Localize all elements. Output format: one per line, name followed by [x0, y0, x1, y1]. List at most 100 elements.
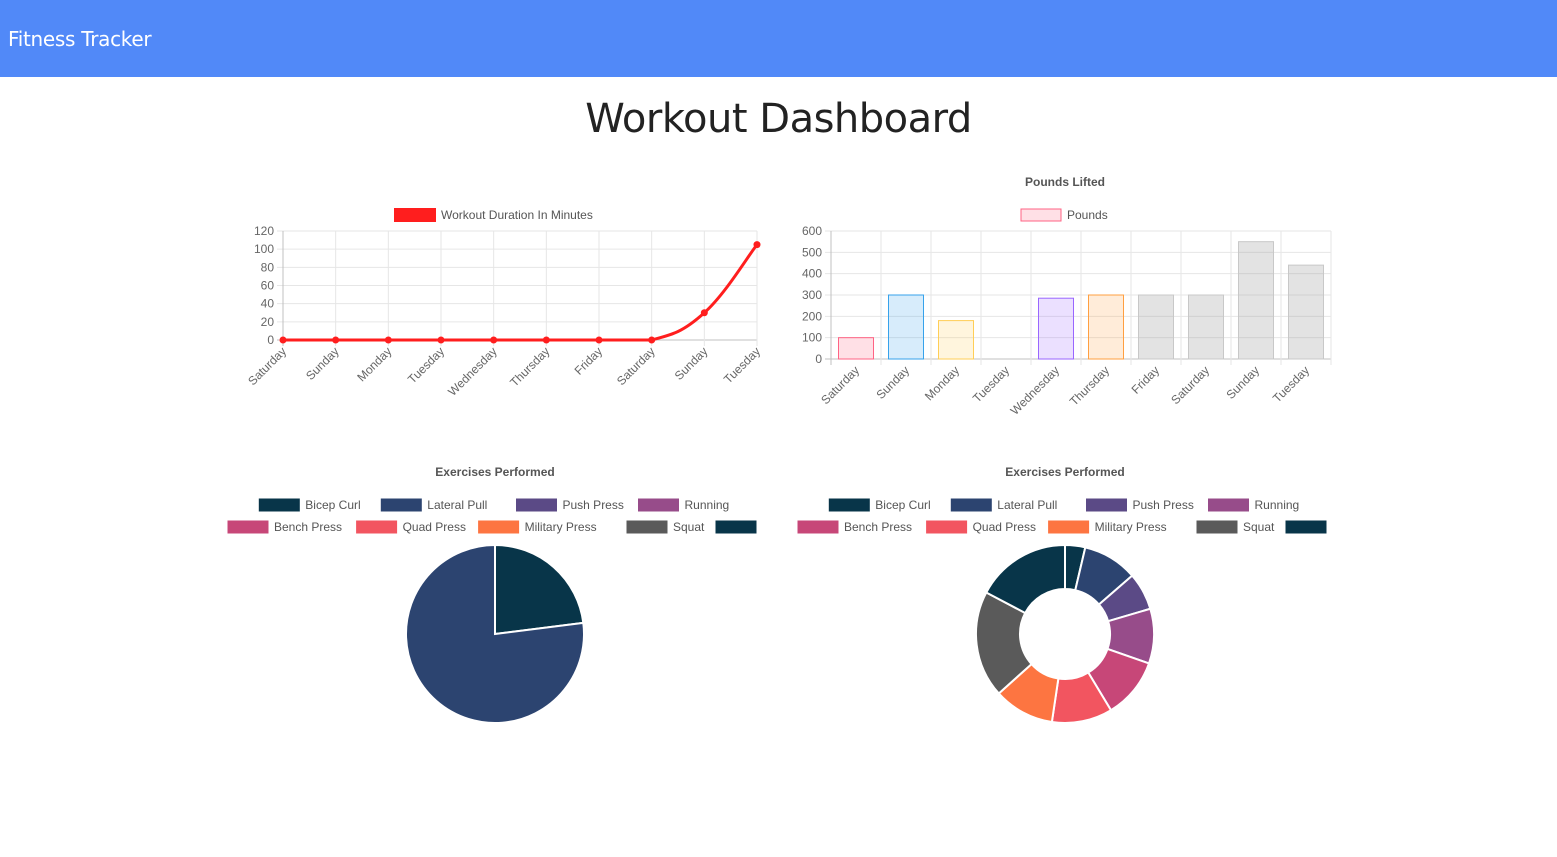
data-point — [648, 336, 656, 344]
legend-swatch — [516, 498, 557, 512]
legend-swatch — [950, 498, 992, 512]
x-tick-label: Sunday — [672, 344, 711, 383]
legend-label: Bicep Curl — [305, 498, 360, 512]
x-tick-label: Saturday — [245, 344, 289, 388]
bar — [838, 337, 874, 360]
pie-slice — [405, 543, 585, 724]
exercises-doughnut-chart: Exercises Performed Bicep Curl Lateral Pul… — [797, 465, 1327, 724]
legend-label: Running — [685, 498, 730, 512]
x-tick-label: Friday — [1129, 363, 1162, 396]
y-tick-label: 100 — [802, 331, 822, 345]
legend-label: Running — [1255, 498, 1300, 512]
y-tick-label: 0 — [815, 352, 822, 366]
legend-swatch — [380, 498, 422, 512]
x-tick-label: Tuesday — [1270, 363, 1312, 405]
data-point — [753, 241, 761, 249]
x-tick-label: Sunday — [1223, 363, 1262, 402]
legend-swatch — [1048, 520, 1090, 534]
y-tick-label: 200 — [802, 309, 822, 323]
legend-label: Military Press — [1095, 520, 1167, 534]
bar — [1238, 241, 1274, 360]
x-tick-label: Tuesday — [405, 344, 447, 386]
chart-title: Exercises Performed — [435, 465, 554, 479]
legend-swatch — [394, 208, 436, 222]
legend-label: Quad Press — [973, 520, 1036, 534]
pounds-lifted-bar-chart: Pounds Lifted Pounds 0 100 200 300 400 500 600 Sa… — [802, 175, 1332, 418]
y-tick-label: 20 — [261, 315, 275, 329]
series-line-workout-duration — [283, 243, 759, 342]
legend-swatch — [638, 498, 679, 512]
x-tick-label: Sunday — [303, 344, 342, 383]
y-tick-label: 300 — [802, 288, 822, 302]
legend-swatch — [1086, 498, 1127, 512]
bar — [1188, 294, 1224, 360]
navbar: Fitness Tracker — [0, 0, 1557, 77]
y-tick-label: 400 — [802, 267, 822, 281]
y-tick-label: 600 — [802, 224, 822, 238]
page-title: Workout Dashboard — [585, 96, 972, 142]
y-tick-label: 500 — [802, 245, 822, 259]
legend-swatch — [1020, 208, 1062, 222]
legend-label: Bicep Curl — [875, 498, 930, 512]
legend-label: Push Press — [1133, 498, 1194, 512]
legend-label: Bench Press — [844, 520, 912, 534]
exercises-pie-chart: Exercises Performed Bicep Curl Lateral Pul… — [227, 465, 757, 724]
legend-label: Push Press — [563, 498, 624, 512]
bar — [1088, 294, 1124, 360]
x-tick-label: Sunday — [873, 363, 912, 402]
bar — [888, 294, 924, 360]
legend-label: Workout Duration In Minutes — [441, 208, 593, 222]
data-point — [384, 336, 392, 344]
chart-title: Exercises Performed — [1005, 465, 1124, 479]
x-tick-label: Saturday — [1168, 363, 1212, 407]
data-point — [437, 336, 445, 344]
chart-title: Pounds Lifted — [1025, 175, 1105, 189]
x-tick-label: Monday — [922, 363, 962, 403]
legend-swatch — [1196, 520, 1238, 534]
legend-swatch — [626, 520, 668, 534]
data-point — [490, 336, 498, 344]
x-tick-label: Thursday — [507, 344, 552, 389]
legend-swatch — [1285, 520, 1327, 534]
y-tick-label: 100 — [254, 242, 274, 256]
legend-swatch — [715, 520, 757, 534]
bar — [1288, 264, 1324, 360]
x-tick-label: Tuesday — [721, 344, 763, 386]
legend-label: Squat — [673, 520, 705, 534]
bar — [1038, 297, 1074, 360]
legend-swatch — [258, 498, 300, 512]
legend-label: Squat — [1243, 520, 1275, 534]
workout-duration-line-chart: Workout Duration In Minutes 0 20 40 60 80 100 1… — [245, 208, 763, 399]
x-tick-label: Thursday — [1067, 363, 1112, 408]
legend-label: Pounds — [1067, 208, 1108, 222]
legend-swatch — [227, 520, 269, 534]
x-tick-label: Tuesday — [970, 363, 1012, 405]
navbar-brand[interactable]: Fitness Tracker — [8, 26, 152, 51]
legend-label: Bench Press — [274, 520, 342, 534]
x-tick-label: Wednesday — [1008, 363, 1063, 418]
y-tick-label: 40 — [261, 297, 275, 311]
pie-slice — [494, 543, 585, 636]
bar — [1138, 294, 1174, 360]
x-tick-label: Wednesday — [445, 344, 500, 399]
legend-swatch — [1208, 498, 1249, 512]
y-tick-label: 0 — [267, 333, 274, 347]
y-tick-label: 120 — [254, 224, 274, 238]
legend-label: Military Press — [525, 520, 597, 534]
y-tick-label: 80 — [261, 260, 275, 274]
data-point — [700, 309, 708, 317]
legend-swatch — [828, 498, 870, 512]
x-tick-label: Saturday — [818, 363, 862, 407]
legend-label: Lateral Pull — [997, 498, 1057, 512]
data-point — [595, 336, 603, 344]
x-tick-label: Friday — [572, 344, 605, 377]
legend-label: Quad Press — [403, 520, 466, 534]
y-tick-label: 60 — [261, 279, 275, 293]
data-point — [332, 336, 340, 344]
doughnut-slice — [984, 543, 1066, 615]
data-point — [279, 336, 287, 344]
legend-swatch — [926, 520, 968, 534]
x-tick-label: Saturday — [614, 344, 658, 388]
legend-label: Lateral Pull — [427, 498, 487, 512]
legend-swatch — [797, 520, 839, 534]
